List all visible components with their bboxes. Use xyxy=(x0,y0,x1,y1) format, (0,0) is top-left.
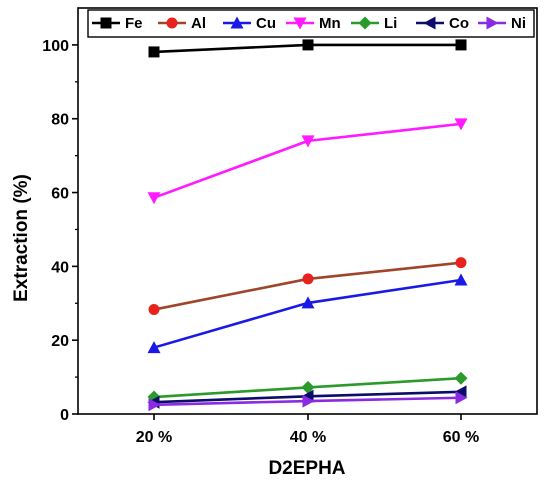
legend-marker-ni xyxy=(486,16,499,30)
legend-item-li: Li xyxy=(351,15,397,32)
data-point-ni xyxy=(302,394,315,408)
data-point-al xyxy=(455,257,467,269)
series-fe xyxy=(148,39,467,58)
data-point-fe xyxy=(302,39,314,51)
x-tick-label: 20 % xyxy=(136,429,172,446)
legend-marker-cu xyxy=(230,16,244,29)
data-point-cu xyxy=(454,273,468,286)
axes: 0 20 40 60 80 100 20 % 40 % 60 % xyxy=(42,7,538,446)
legend-label-mn: Mn xyxy=(319,15,341,32)
series-line-cu xyxy=(153,278,462,349)
y-tick-label: 0 xyxy=(60,407,69,424)
data-point-fe xyxy=(455,39,467,51)
legend-marker-co xyxy=(423,16,436,30)
data-point-cu xyxy=(301,296,315,309)
series-li xyxy=(147,371,468,404)
data-point-al xyxy=(148,304,160,316)
legend-item-cu: Cu xyxy=(223,15,276,32)
legend-label-cu: Cu xyxy=(256,15,276,32)
legend-item-co: Co xyxy=(416,15,469,32)
x-tick-label: 60 % xyxy=(443,429,479,446)
data-point-ni xyxy=(148,398,161,412)
data-point-mn xyxy=(454,118,468,131)
data-point-fe xyxy=(148,46,160,58)
legend-item-mn: Mn xyxy=(286,15,341,32)
legend-label-fe: Fe xyxy=(125,15,143,32)
y-tick-label: 100 xyxy=(42,38,69,55)
legend-label-li: Li xyxy=(384,15,397,32)
y-tick-label: 40 xyxy=(51,259,69,276)
y-tick-label: 80 xyxy=(51,112,69,129)
x-axis-title: D2EPHA xyxy=(268,458,345,479)
series-ni xyxy=(148,391,468,412)
legend-marker-li xyxy=(358,16,372,30)
series-al xyxy=(148,257,467,316)
legend-item-ni: Ni xyxy=(478,15,526,32)
data-point-li xyxy=(301,380,315,394)
data-point-al xyxy=(302,273,314,285)
legend-label-ni: Ni xyxy=(511,15,526,32)
series-line-mn xyxy=(153,122,462,199)
series-cu xyxy=(147,273,468,354)
data-point-co xyxy=(454,385,467,399)
legend-label-al: Al xyxy=(191,15,206,32)
legend-marker-mn xyxy=(293,17,307,30)
data-point-mn xyxy=(301,135,315,148)
data-point-cu xyxy=(147,341,161,354)
legend: Fe Al Cu Mn Li Co Ni xyxy=(87,9,535,38)
series-layer xyxy=(147,39,468,412)
y-tick-label: 20 xyxy=(51,333,69,350)
data-point-li xyxy=(454,371,468,385)
series-mn xyxy=(147,118,468,205)
y-axis-title: Extraction (%) xyxy=(11,174,32,302)
data-point-ni xyxy=(455,391,468,405)
legend-marker-fe xyxy=(100,17,112,29)
legend-label-co: Co xyxy=(449,15,469,32)
legend-item-fe: Fe xyxy=(92,15,143,32)
plot-frame xyxy=(77,7,538,415)
legend-item-al: Al xyxy=(158,15,206,32)
legend-marker-al xyxy=(166,17,178,29)
data-point-mn xyxy=(147,192,161,205)
x-tick-label: 40 % xyxy=(290,429,326,446)
y-tick-label: 60 xyxy=(51,186,69,203)
